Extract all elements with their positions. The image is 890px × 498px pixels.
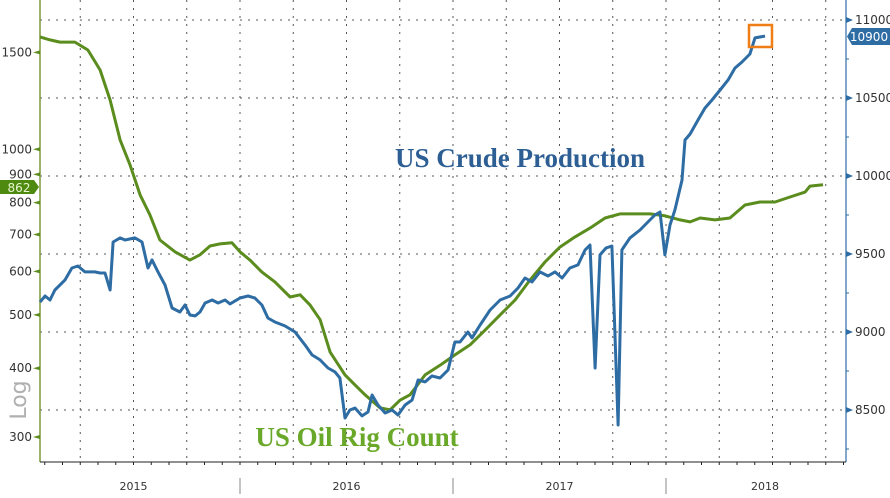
left-tick-label: 1500 bbox=[1, 45, 32, 59]
right-tick-label: 11000 bbox=[855, 13, 890, 27]
left-tick-label: 1000 bbox=[1, 142, 32, 156]
left-tick bbox=[33, 366, 40, 371]
x-tick-label-2016: 2016 bbox=[333, 480, 361, 493]
left-tick bbox=[33, 50, 40, 55]
production-last-value: 10900 bbox=[850, 30, 888, 44]
right-tick-label: 10000 bbox=[855, 169, 890, 183]
rig-count-last-value-badge: 862 bbox=[0, 180, 39, 195]
x-tick-label-2015: 2015 bbox=[120, 480, 148, 493]
annotation-us-oil-rig-count: US Oil Rig Count bbox=[255, 422, 458, 452]
left-tick bbox=[33, 147, 40, 152]
right-tick bbox=[846, 407, 853, 413]
left-tick bbox=[33, 312, 40, 317]
series-lines bbox=[38, 34, 824, 427]
right-tick bbox=[846, 251, 853, 257]
right-tick-label: 8500 bbox=[855, 403, 886, 417]
left-tick bbox=[33, 232, 40, 237]
series-line-us-crude-production bbox=[38, 34, 766, 427]
highlight-box bbox=[747, 23, 774, 49]
left-tick bbox=[33, 172, 40, 177]
x-tick-label-2017: 2017 bbox=[546, 480, 574, 493]
left-tick-label: 400 bbox=[9, 361, 32, 375]
left-tick bbox=[33, 435, 40, 439]
left-tick-label: 500 bbox=[9, 308, 32, 322]
annotation-us-crude-production: US Crude Production bbox=[395, 143, 645, 173]
right-tick bbox=[846, 17, 853, 23]
left-tick-label: 300 bbox=[9, 430, 32, 444]
right-tick bbox=[846, 329, 853, 335]
grid bbox=[40, 0, 846, 462]
left-tick-label: 700 bbox=[9, 227, 32, 241]
left-tick bbox=[33, 200, 40, 205]
left-tick-label: 600 bbox=[9, 264, 32, 278]
right-tick bbox=[846, 95, 853, 101]
left-tick-label: 800 bbox=[9, 196, 32, 210]
right-tick-label: 10500 bbox=[855, 91, 890, 105]
left-tick-label: 900 bbox=[9, 167, 32, 181]
right-tick-label: 9500 bbox=[855, 247, 886, 261]
right-tick-label: 9000 bbox=[855, 325, 886, 339]
x-tick-label-2018: 2018 bbox=[751, 480, 779, 493]
series-line-us-oil-rig-count bbox=[39, 35, 824, 412]
rig-count-last-value: 862 bbox=[8, 181, 31, 195]
left-axis-label: Log bbox=[7, 380, 32, 419]
right-tick bbox=[846, 173, 853, 179]
production-last-value-badge: 10900 bbox=[847, 28, 890, 45]
left-tick bbox=[33, 269, 40, 274]
